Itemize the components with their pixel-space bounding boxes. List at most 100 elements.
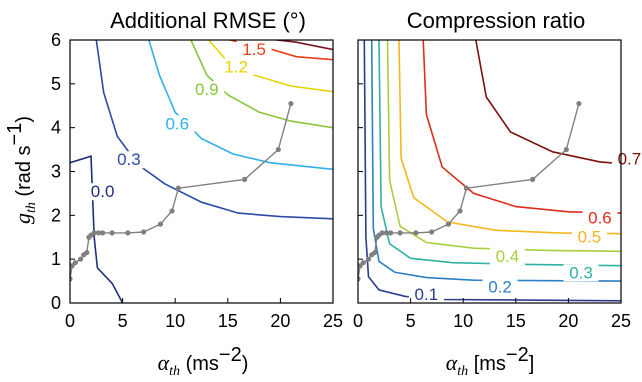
compression-plot-area: 0.1 0.2 0.3 0.4 0.50.6 0.7 0 5 10 15 20 25 xyxy=(353,39,642,331)
rmse-trajectory-point xyxy=(91,230,97,236)
compression-contour-label: 0.1 xyxy=(408,285,444,304)
rmse-trajectory-point xyxy=(275,146,281,153)
rmse-contour-label-text: 1.5 xyxy=(242,40,266,59)
rmse-trajectory-point xyxy=(141,229,147,235)
rmse-contour-label-bg xyxy=(159,115,195,133)
compression-trajectory-point xyxy=(383,230,390,236)
rmse-x-tick-label: 10 xyxy=(165,311,185,331)
compression-trajectory-line xyxy=(358,103,580,280)
compression-contour-0.3 xyxy=(378,40,621,267)
compression-contour-label-bg xyxy=(482,278,518,296)
rmse-contour-label-text: 0.0 xyxy=(91,182,115,201)
rmse-trajectory-point xyxy=(70,276,73,282)
rmse-trajectory-point xyxy=(77,256,84,262)
rmse-contour-label: 0.9 xyxy=(189,80,225,99)
rmse-contour-label-bg xyxy=(111,151,147,169)
rmse-contour-label-text: 0.9 xyxy=(195,80,219,99)
rmse-x-tick-label: 15 xyxy=(218,311,238,331)
compression-contour-0.4 xyxy=(386,40,621,253)
rmse-contour-label: 1.2 xyxy=(218,57,254,76)
compression-contour-label-bg xyxy=(571,228,607,246)
compression-x-tick-label: 5 xyxy=(406,311,416,331)
compression-trajectory-point xyxy=(463,185,469,191)
compression-trajectory-point xyxy=(388,230,394,236)
rmse-contour-label-bg xyxy=(236,40,272,58)
rmse-trajectory-point xyxy=(72,260,78,266)
rmse-contour-0.9 xyxy=(190,40,333,129)
compression-trajectory-point xyxy=(358,276,361,282)
compression-contour-label: 0.5 xyxy=(571,227,607,246)
rmse-y-tick-label: 4 xyxy=(51,118,61,138)
rmse-contour-label: 1.5 xyxy=(236,40,272,59)
compression-x-tick-label: 10 xyxy=(453,311,473,331)
compression-trajectory-point xyxy=(429,229,435,235)
rmse-trajectory-point xyxy=(109,230,115,236)
compression-contour-label-text: 0.6 xyxy=(588,209,612,228)
rmse-x-tick-label: 25 xyxy=(323,311,343,331)
rmse-trajectory-point xyxy=(175,185,181,191)
rmse-trajectory-point xyxy=(95,230,102,236)
rmse-x-tick-label: 5 xyxy=(118,311,128,331)
compression-x-tick-label: 20 xyxy=(558,311,578,331)
compression-trajectory-point xyxy=(576,100,582,107)
rmse-contours xyxy=(70,40,333,303)
rmse-contour-label: 0.6 xyxy=(159,114,195,133)
rmse-y-axis-label: gth (rad s−1) xyxy=(4,116,39,224)
compression-trajectory-point xyxy=(530,176,536,182)
rmse-contour-label: 0.0 xyxy=(85,182,121,201)
rmse-trajectory-point xyxy=(125,230,131,236)
compression-trajectory-point xyxy=(457,208,463,214)
rmse-y-tick-label: 2 xyxy=(51,205,61,225)
compression-contour-label-text: 0.7 xyxy=(618,149,642,168)
rmse-contour-label-text: 0.3 xyxy=(117,150,141,169)
rmse-y-tick-label: 6 xyxy=(51,30,61,50)
rmse-trajectory-point xyxy=(242,176,248,182)
rmse-x-tick-label: 20 xyxy=(270,311,290,331)
rmse-trajectory-point xyxy=(288,100,294,107)
rmse-contour-0.3 xyxy=(95,40,333,220)
compression-panel-title: Compression ratio xyxy=(407,8,586,33)
rmse-trajectory-point xyxy=(157,221,164,227)
rmse-contour-label-text: 1.2 xyxy=(224,57,248,76)
rmse-contour-label: 0.3 xyxy=(111,150,147,169)
compression-contour-label: 0.4 xyxy=(489,247,525,266)
compression-panel: Compression ratio 0.1 0.20.30.40.50.60.70… xyxy=(353,8,642,379)
compression-trajectory-point xyxy=(563,146,569,153)
compression-contour-0.6 xyxy=(422,40,621,214)
compression-x-tick-label: 25 xyxy=(611,311,631,331)
compression-trajectory-point xyxy=(397,230,403,236)
compression-contour-label: 0.3 xyxy=(563,263,599,282)
compression-contour-label-text: 0.2 xyxy=(488,277,512,296)
rmse-plot-area: 0.00.3 0.6 0.9 1.21.5 0 5 10 15 20 25 0 1 2 3 4 5 6 xyxy=(51,30,343,331)
rmse-panel: Additional RMSE (°) 0.00.3 0.6 0.9 1.21.5 0 5… xyxy=(4,8,343,379)
rmse-contour-label-bg xyxy=(218,58,254,76)
compression-contour-0.7 xyxy=(475,40,621,165)
compression-contour-label: 0.2 xyxy=(482,277,518,296)
compression-contour-label: 0.7 xyxy=(611,149,642,168)
rmse-panel-title: Additional RMSE (°) xyxy=(110,8,306,33)
rmse-y-tick-label: 1 xyxy=(51,249,61,269)
rmse-contour-1.2 xyxy=(208,40,333,93)
compression-contour-label-bg xyxy=(563,264,599,282)
compression-contour-0.2 xyxy=(370,40,621,282)
compression-trajectory-point xyxy=(360,260,366,266)
compression-trajectory-point xyxy=(445,221,452,227)
compression-trajectory-point xyxy=(379,230,385,236)
compression-x-tick-label: 0 xyxy=(353,311,363,331)
rmse-contour-0.6 xyxy=(148,40,333,171)
compression-contour-label-bg xyxy=(408,286,444,304)
compression-contour-label-text: 0.5 xyxy=(578,227,602,246)
compression-contour-label-text: 0.3 xyxy=(569,263,593,282)
rmse-contour-0.0 xyxy=(70,155,124,303)
rmse-x-axis-label: αth (ms−2) xyxy=(158,344,249,379)
rmse-x-tick-label: 0 xyxy=(65,311,75,331)
compression-contours xyxy=(358,40,621,302)
compression-contour-label: 0.6 xyxy=(582,209,618,228)
rmse-y-tick-label: 3 xyxy=(51,162,61,182)
compression-contour-label-bg xyxy=(611,150,642,168)
rmse-y-tick-label: 5 xyxy=(51,74,61,94)
compression-x-tick-label: 15 xyxy=(506,311,526,331)
rmse-trajectory-point xyxy=(169,208,175,214)
rmse-trajectory-point xyxy=(100,230,106,236)
